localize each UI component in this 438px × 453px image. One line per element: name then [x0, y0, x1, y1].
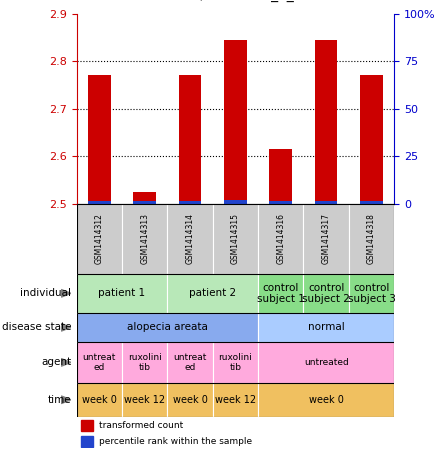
Bar [88, 75, 111, 204]
Bar [258, 383, 394, 417]
Bar [213, 204, 258, 274]
Text: individual: individual [21, 288, 71, 299]
Text: week 12: week 12 [215, 395, 256, 405]
Bar [77, 383, 122, 417]
Bar [77, 342, 122, 383]
Polygon shape [61, 396, 71, 404]
Bar [349, 274, 394, 313]
Text: GSM1414317: GSM1414317 [321, 213, 331, 265]
Text: GSM1414315: GSM1414315 [231, 213, 240, 265]
Bar [122, 383, 167, 417]
Text: untreat
ed: untreat ed [83, 353, 116, 372]
Bar [167, 342, 213, 383]
Bar [224, 40, 247, 204]
Polygon shape [61, 289, 71, 297]
Bar [167, 204, 213, 274]
Bar [122, 342, 167, 383]
Text: patient 1: patient 1 [99, 288, 145, 299]
Text: control
subject 3: control subject 3 [348, 283, 396, 304]
Bar [349, 204, 394, 274]
Bar [258, 274, 304, 313]
Bar [77, 274, 167, 313]
Bar [213, 383, 258, 417]
Text: normal: normal [308, 322, 345, 333]
Text: control
subject 1: control subject 1 [257, 283, 305, 304]
Bar [269, 201, 292, 204]
Bar [77, 313, 258, 342]
Text: week 0: week 0 [173, 395, 208, 405]
Text: percentile rank within the sample: percentile rank within the sample [99, 437, 252, 446]
Bar [315, 201, 338, 204]
Text: GSM1414318: GSM1414318 [367, 213, 376, 265]
Text: untreat
ed: untreat ed [173, 353, 207, 372]
Text: ruxolini
tib: ruxolini tib [219, 353, 252, 372]
Bar [133, 192, 156, 204]
Text: GSM1414312: GSM1414312 [95, 213, 104, 265]
Bar [213, 342, 258, 383]
Text: agent: agent [41, 357, 71, 367]
Bar [304, 204, 349, 274]
Text: time: time [48, 395, 71, 405]
Bar [224, 200, 247, 204]
Bar [133, 201, 156, 204]
Text: alopecia areata: alopecia areata [127, 322, 208, 333]
Bar [315, 40, 338, 204]
Bar [77, 204, 122, 274]
Text: disease state: disease state [2, 322, 71, 333]
Text: week 0: week 0 [309, 395, 343, 405]
Bar [269, 149, 292, 204]
Bar [258, 342, 394, 383]
Bar [81, 436, 92, 447]
Polygon shape [61, 359, 71, 366]
Text: ruxolini
tib: ruxolini tib [128, 353, 162, 372]
Text: transformed count: transformed count [99, 421, 184, 430]
Text: week 12: week 12 [124, 395, 165, 405]
Text: control
subject 2: control subject 2 [302, 283, 350, 304]
Text: GSM1414314: GSM1414314 [186, 213, 194, 265]
Bar [258, 313, 394, 342]
Bar [304, 274, 349, 313]
Text: GSM1414316: GSM1414316 [276, 213, 285, 265]
Bar [81, 420, 92, 431]
Bar [258, 204, 304, 274]
Text: untreated: untreated [304, 358, 349, 367]
Bar [179, 75, 201, 204]
Text: GDS5275 / 1553093_a_at: GDS5275 / 1553093_a_at [131, 0, 307, 2]
Polygon shape [61, 323, 71, 331]
Bar [88, 201, 111, 204]
Bar [360, 75, 383, 204]
Text: GSM1414313: GSM1414313 [140, 213, 149, 265]
Bar [179, 201, 201, 204]
Bar [360, 201, 383, 204]
Bar [122, 204, 167, 274]
Text: week 0: week 0 [82, 395, 117, 405]
Bar [167, 383, 213, 417]
Text: patient 2: patient 2 [189, 288, 237, 299]
Bar [167, 274, 258, 313]
